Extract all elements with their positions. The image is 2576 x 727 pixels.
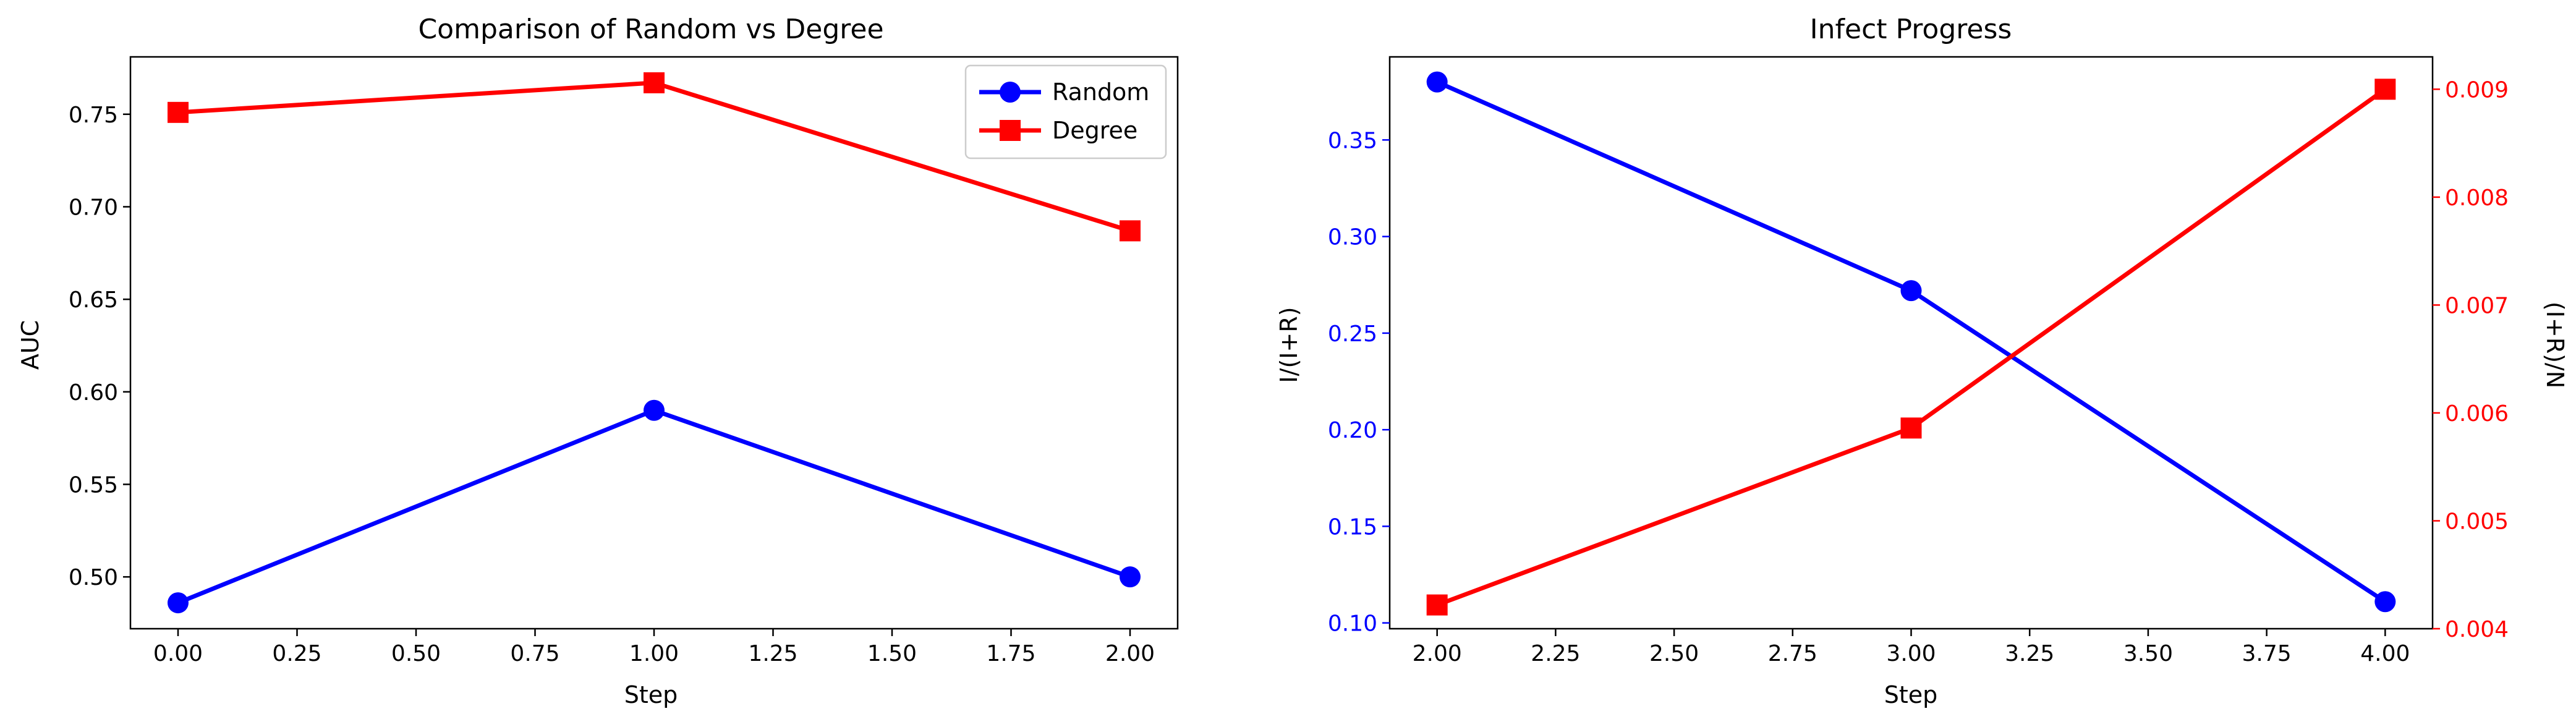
chart1-ytick-label: 0.50: [69, 565, 118, 590]
chart1-plot-area: 0.00 0.25 0.50 0.75 1.00 1.25 1.50 1.75 2.00 0.50…: [69, 56, 1179, 666]
chart2-xtick-label: 4.00: [2360, 641, 2410, 666]
chart-infect-progress: Infect Progress Step I/(I+R) (I+R)/N 2.0…: [1275, 14, 2569, 708]
chart1-legend-marker-random: [1000, 82, 1021, 103]
chart1-xlabel: Step: [624, 681, 678, 708]
chart1-xtick-label: 1.50: [867, 641, 917, 666]
chart2-ytick-label-right: 0.009: [2445, 77, 2509, 103]
chart1-xtick-label: 1.25: [748, 641, 797, 666]
chart1-ytick-label: 0.55: [69, 473, 118, 498]
chart2-ytick-label-right: 0.007: [2445, 293, 2509, 318]
chart2-point-right: [2374, 79, 2396, 100]
chart2-ytick-label-left: 0.35: [1328, 128, 1377, 153]
chart2-point-left: [1900, 280, 1922, 302]
chart2-plot-area: 2.00 2.25 2.50 2.75 3.00 3.25 3.50 3.75 4.00 0.10…: [1328, 56, 2509, 666]
chart2-xlabel: Step: [1884, 681, 1938, 708]
chart1-point-random: [644, 399, 665, 421]
chart1-xtick-label: 0.00: [153, 641, 203, 666]
chart1-xtick-label: 0.75: [510, 641, 559, 666]
chart2-xtick-label: 3.50: [2123, 641, 2173, 666]
chart2-ytick-label-left: 0.20: [1328, 418, 1377, 443]
chart2-xtick-label: 2.50: [1649, 641, 1699, 666]
chart2-xtick-label: 3.00: [1886, 641, 1936, 666]
chart2-ytick-label-right: 0.008: [2445, 185, 2509, 211]
chart1-ylabel: AUC: [17, 320, 44, 370]
chart2-xtick-label: 3.25: [2005, 641, 2054, 666]
chart1-point-degree: [168, 101, 189, 123]
chart1-point-random: [168, 592, 189, 614]
chart2-line-right: [1436, 87, 2387, 607]
chart1-legend-label-random: Random: [1052, 79, 1149, 106]
chart1-legend-marker-degree: [1000, 120, 1021, 141]
chart1-point-random: [1120, 566, 1141, 588]
chart1-ytick-label: 0.75: [69, 103, 118, 128]
chart2-point-left: [1426, 71, 1448, 93]
chart2-point-right: [1426, 594, 1448, 616]
chart1-legend-label-degree: Degree: [1052, 117, 1137, 144]
chart2-ytick-label-left: 0.10: [1328, 611, 1377, 637]
chart2-ytick-label-right: 0.004: [2445, 617, 2509, 642]
chart1-line-random: [177, 408, 1131, 605]
chart2-ylabel-right: (I+R)/N: [2541, 302, 2569, 388]
chart1-xtick-label: 1.00: [629, 641, 679, 666]
chart1-xtick-label: 0.50: [391, 641, 441, 666]
chart2-xtick-label: 2.75: [1768, 641, 1817, 666]
chart2-line-left: [1436, 80, 2387, 604]
chart1-ytick-label: 0.70: [69, 195, 118, 220]
chart2-ytick-label-left: 0.25: [1328, 321, 1377, 347]
chart1-point-degree: [644, 72, 665, 93]
chart2-ytick-label-left: 0.15: [1328, 514, 1377, 540]
chart2-point-left: [2374, 591, 2396, 613]
chart1-title: Comparison of Random vs Degree: [418, 14, 883, 45]
chart2-frame: [1388, 56, 2434, 630]
chart2-ylabel-left: I/(I+R): [1275, 307, 1303, 383]
chart2-ytick-label-right: 0.006: [2445, 401, 2509, 427]
chart1-xtick-label: 2.00: [1105, 641, 1155, 666]
chart2-title: Infect Progress: [1810, 14, 2012, 45]
chart1-xtick-label: 0.25: [272, 641, 321, 666]
chart1-point-degree: [1120, 220, 1141, 242]
chart1-legend: Random Degree: [964, 64, 1167, 159]
chart2-xtick-label: 2.25: [1531, 641, 1580, 666]
chart1-xtick-label: 1.75: [986, 641, 1035, 666]
chart-auc-comparison: Comparison of Random vs Degree Step AUC …: [17, 14, 1179, 708]
chart1-ytick-label: 0.60: [69, 380, 118, 406]
chart1-ytick-label: 0.65: [69, 287, 118, 313]
chart2-ytick-label-right: 0.005: [2445, 509, 2509, 534]
chart2-ytick-label-left: 0.30: [1328, 225, 1377, 250]
chart2-point-right: [1900, 417, 1922, 439]
chart2-xtick-label: 2.00: [1413, 641, 1462, 666]
chart2-xtick-label: 3.75: [2242, 641, 2292, 666]
